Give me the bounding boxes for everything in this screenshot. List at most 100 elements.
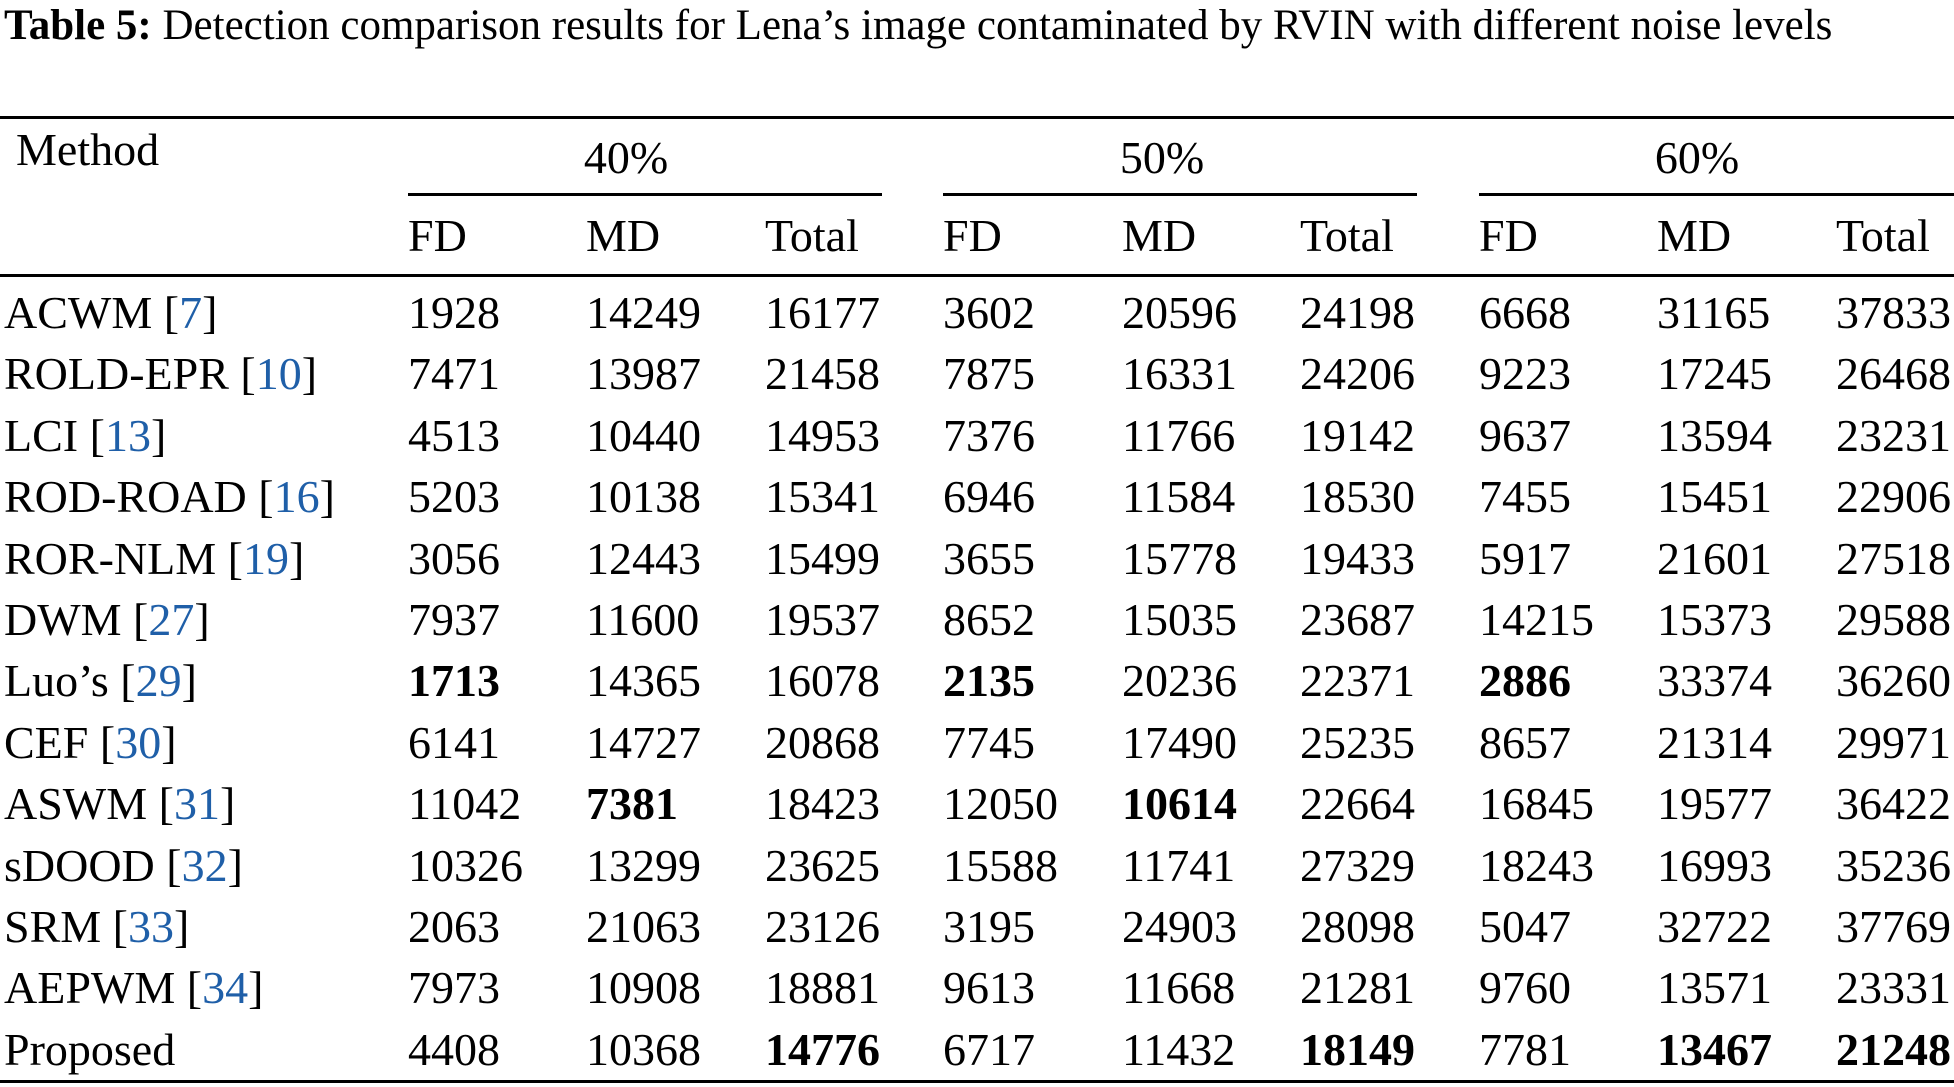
method-name: ACWM <box>4 287 153 338</box>
table-cell: 13594 <box>1657 409 1772 461</box>
table-cell: 22906 <box>1836 471 1951 523</box>
citation-link[interactable]: 27 <box>148 594 195 645</box>
table-cell: 7381 <box>586 778 678 830</box>
table-cell: 13299 <box>586 839 701 891</box>
header-bottom-rule <box>0 274 1954 277</box>
method-name: AEPWM <box>4 962 176 1014</box>
table-cell: 9223 <box>1479 348 1571 400</box>
table-cell: 21248 <box>1836 1023 1951 1075</box>
row-method-srm: SRM [33] <box>4 901 190 952</box>
table-cell: 7471 <box>408 348 500 400</box>
table-cell: 18149 <box>1300 1023 1415 1075</box>
table-cell: 11668 <box>1122 962 1236 1014</box>
table-cell: 19142 <box>1300 409 1415 461</box>
table-cell: 15373 <box>1657 594 1772 645</box>
table-cell: 7455 <box>1479 471 1571 523</box>
table-cell: 23231 <box>1836 409 1951 461</box>
header-total-40pct: Total <box>765 210 859 261</box>
row-method-dwm: DWM [27] <box>4 594 210 645</box>
method-name: ROLD-EPR <box>4 348 229 400</box>
table-cell: 23625 <box>765 839 880 891</box>
table-cell: 21063 <box>586 901 701 952</box>
table-cell: 11432 <box>1122 1023 1236 1075</box>
table-cell: 13571 <box>1657 962 1772 1014</box>
table-cell: 21601 <box>1657 532 1772 584</box>
row-method-lci: LCI [13] <box>4 409 167 461</box>
table-cell: 25235 <box>1300 716 1415 768</box>
citation-link[interactable]: 13 <box>104 409 151 461</box>
method-name: CEF <box>4 716 89 768</box>
table-cell: 21458 <box>765 348 880 400</box>
citation-link[interactable]: 19 <box>242 532 289 584</box>
table-cell: 14953 <box>765 409 880 461</box>
table-cell: 37769 <box>1836 901 1951 952</box>
table-cell: 35236 <box>1836 839 1951 891</box>
header-md-50pct: MD <box>1122 210 1197 261</box>
citation-link[interactable]: 31 <box>173 778 220 830</box>
citation-link[interactable]: 29 <box>135 655 182 707</box>
table-cell: 2063 <box>408 901 500 952</box>
table-cell: 19537 <box>765 594 880 645</box>
caption-text: Detection comparison results for Lena’s … <box>151 2 1833 49</box>
row-method-sdood: sDOOD [32] <box>4 839 243 891</box>
method-name: DWM <box>4 594 122 645</box>
table-cell: 3056 <box>408 532 500 584</box>
table-cell: 12443 <box>586 532 701 584</box>
table-cell: 15588 <box>943 839 1058 891</box>
table-cell: 16177 <box>765 287 880 338</box>
table-cell: 15451 <box>1657 471 1772 523</box>
table-cell: 22371 <box>1300 655 1415 707</box>
table-cell: 19433 <box>1300 532 1415 584</box>
table-cell: 11042 <box>408 778 522 830</box>
row-method-rold-epr: ROLD-EPR [10] <box>4 348 318 400</box>
row-method-cef: CEF [30] <box>4 716 177 768</box>
citation-link[interactable]: 10 <box>255 348 302 400</box>
table-cell: 24198 <box>1300 287 1415 338</box>
table-cell: 26468 <box>1836 348 1951 400</box>
method-name: SRM <box>4 901 102 952</box>
citation-link[interactable]: 34 <box>202 962 249 1014</box>
table-cell: 8657 <box>1479 716 1571 768</box>
table-cell: 8652 <box>943 594 1035 645</box>
table-cell: 14249 <box>586 287 701 338</box>
citation-link[interactable]: 16 <box>273 471 320 523</box>
group-rule-50 <box>943 193 1417 196</box>
header-group-50pct: 50% <box>1119 132 1205 183</box>
table-cell: 16993 <box>1657 839 1772 891</box>
citation-link[interactable]: 32 <box>181 839 228 891</box>
table-cell: 15341 <box>765 471 880 523</box>
caption-label: Table 5: <box>4 2 152 49</box>
row-method-ror-nlm: ROR-NLM [19] <box>4 532 305 584</box>
table-cell: 6668 <box>1479 287 1571 338</box>
citation-link[interactable]: 7 <box>179 287 203 338</box>
table-cell: 20596 <box>1122 287 1237 338</box>
table-cell: 20868 <box>765 716 880 768</box>
header-group-40pct: 40% <box>583 132 669 183</box>
table-cell: 23126 <box>765 901 880 952</box>
table-cell: 3602 <box>943 287 1035 338</box>
group-rule-40 <box>408 193 882 196</box>
row-method-proposed: Proposed <box>4 1024 175 1076</box>
table-cell: 15035 <box>1122 594 1237 645</box>
citation-link[interactable]: 30 <box>115 716 162 768</box>
table-cell: 2135 <box>943 655 1035 707</box>
method-name: Luo’s <box>4 655 109 707</box>
method-name: Proposed <box>4 1023 176 1075</box>
citation-link[interactable]: 33 <box>128 901 174 952</box>
row-method-luo-s: Luo’s [29] <box>4 655 197 707</box>
table-cell: 14215 <box>1479 594 1594 645</box>
table-cell: 7376 <box>943 409 1035 461</box>
header-total-60pct: Total <box>1836 210 1930 261</box>
table-cell: 2886 <box>1479 655 1571 707</box>
table-cell: 4513 <box>408 409 500 461</box>
table-cell: 28098 <box>1300 901 1415 952</box>
table-cell: 14776 <box>765 1023 880 1075</box>
table-cell: 5917 <box>1479 532 1571 584</box>
table-cell: 7781 <box>1479 1023 1571 1075</box>
table-cell: 14727 <box>586 716 701 768</box>
table-cell: 11741 <box>1122 839 1236 891</box>
table-cell: 11600 <box>586 594 700 645</box>
table-cell: 24903 <box>1122 901 1237 952</box>
table-cell: 23687 <box>1300 594 1415 645</box>
table-cell: 36260 <box>1836 655 1951 707</box>
